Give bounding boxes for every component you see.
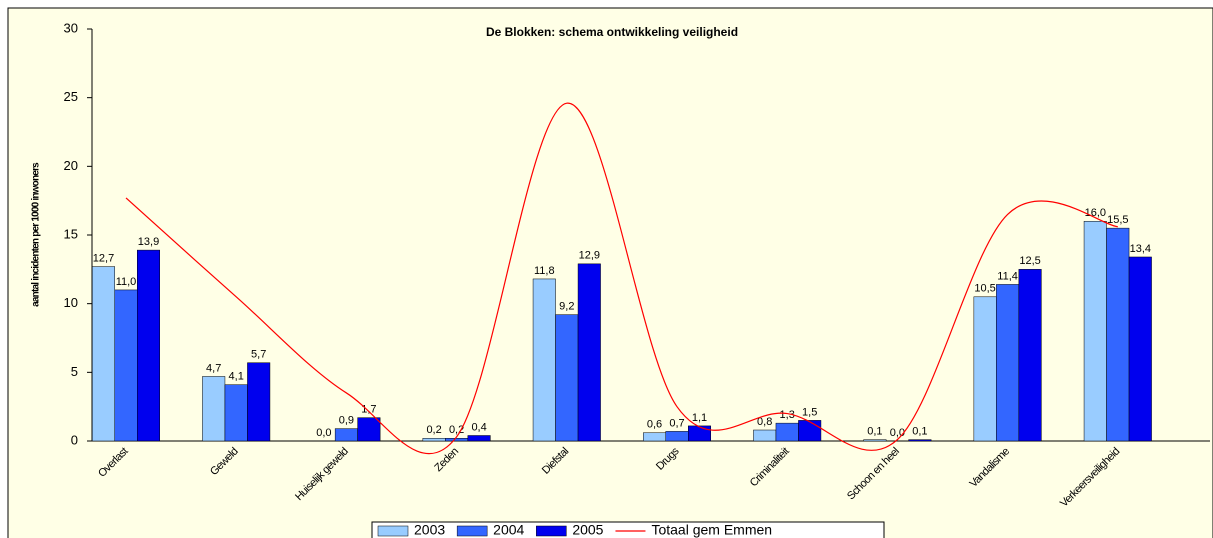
- bar: [798, 420, 822, 442]
- bar: [224, 384, 248, 442]
- value-label: 0,0: [890, 427, 905, 439]
- value-label: 1,7: [361, 404, 376, 416]
- y-tick-label: 0: [71, 432, 78, 447]
- bar: [688, 425, 711, 442]
- value-label: 1,1: [692, 412, 707, 424]
- value-label: 15,5: [1107, 214, 1128, 226]
- value-label: 0,9: [339, 415, 354, 427]
- value-label: 13,9: [138, 236, 159, 248]
- value-label: 0,1: [867, 426, 882, 438]
- value-label: 0,4: [471, 421, 486, 433]
- value-label: 12,7: [93, 252, 114, 264]
- bar: [908, 439, 932, 442]
- value-label: 0,0: [316, 427, 331, 439]
- bar: [334, 428, 358, 442]
- bar: [1083, 221, 1107, 442]
- value-label: 1,3: [780, 409, 795, 421]
- value-label: 9,2: [559, 301, 574, 313]
- legend-swatch: [536, 525, 567, 537]
- bar: [92, 266, 115, 442]
- bar: [1128, 256, 1152, 442]
- value-label: 0,7: [669, 417, 684, 429]
- bar: [643, 432, 666, 442]
- bar: [532, 278, 556, 442]
- bar: [775, 422, 799, 442]
- bar: [202, 376, 226, 442]
- value-label: 12,5: [1019, 255, 1040, 267]
- value-label: 0,2: [449, 424, 464, 436]
- value-label: 0,2: [426, 424, 441, 436]
- legend-swatch: [377, 525, 409, 537]
- bar: [753, 429, 777, 442]
- value-label: 5,7: [251, 349, 266, 361]
- bar: [137, 249, 160, 442]
- legend-label: 2004: [493, 522, 524, 538]
- value-label: 4,1: [229, 371, 244, 383]
- value-label: 1,5: [802, 406, 817, 418]
- legend-label: Totaal gem Emmen: [651, 522, 772, 538]
- value-label: 0,1: [912, 426, 927, 438]
- y-tick-label: 25: [64, 89, 78, 104]
- y-axis-label: aantal incidenten per 1000 inwoners: [31, 162, 42, 307]
- value-label: 12,9: [579, 250, 600, 262]
- line-series: [125, 102, 1118, 454]
- value-label: 0,6: [647, 419, 662, 431]
- bar: [467, 435, 491, 442]
- bar: [555, 314, 579, 442]
- bar: [665, 431, 689, 442]
- value-label: 10,5: [974, 283, 995, 295]
- y-tick-label: 10: [64, 295, 78, 310]
- value-label: 4,7: [206, 362, 221, 374]
- value-label: 16,0: [1085, 207, 1106, 219]
- y-tick-label: 20: [64, 158, 78, 173]
- bar: [577, 263, 601, 442]
- y-tick-label: 15: [64, 226, 78, 241]
- y-tick-label: 30: [64, 20, 78, 35]
- bar: [1106, 227, 1130, 442]
- bar: [357, 417, 381, 442]
- y-tick-label: 5: [71, 364, 78, 379]
- bar: [445, 438, 469, 442]
- value-label: 13,4: [1130, 243, 1151, 255]
- legend-label: 2005: [572, 522, 603, 538]
- bar: [247, 362, 271, 442]
- value-label: 0,8: [757, 416, 772, 428]
- chart-title: De Blokken: schema ontwikkeling veilighe…: [486, 25, 738, 39]
- bar: [863, 439, 887, 442]
- bar: [422, 438, 446, 442]
- legend-swatch: [456, 525, 488, 537]
- bar: [996, 284, 1020, 442]
- bar: [114, 289, 138, 442]
- legend: [371, 521, 885, 538]
- legend-label: 2003: [414, 522, 445, 538]
- bar: [1018, 269, 1042, 442]
- value-label: 11,8: [534, 265, 555, 277]
- bar: [973, 296, 997, 442]
- value-label: 11,0: [116, 276, 137, 288]
- value-label: 11,4: [997, 270, 1018, 282]
